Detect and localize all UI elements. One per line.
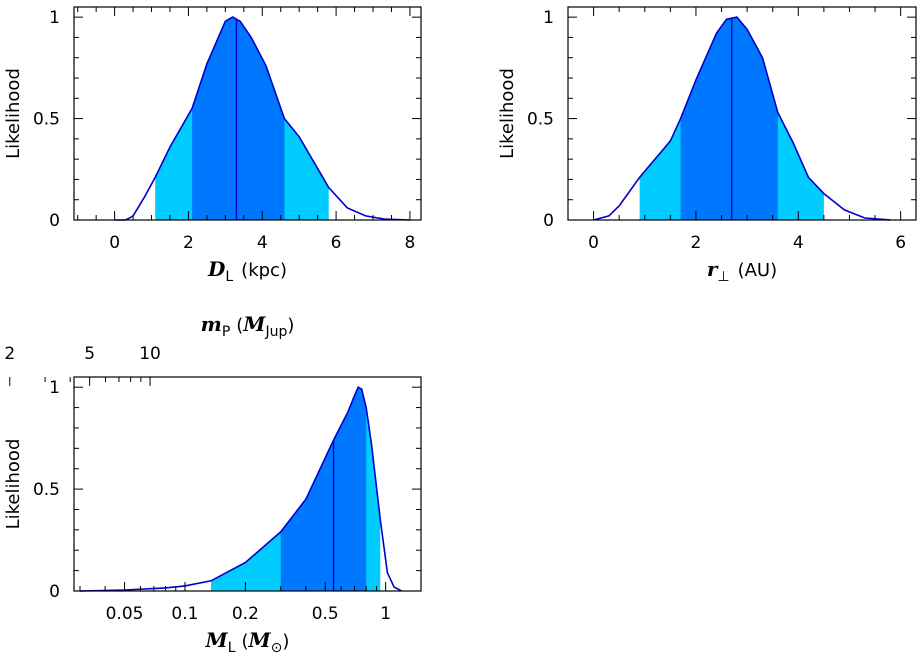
x-axis-paren: )	[282, 631, 289, 652]
x-axis-subscript: ⊥	[717, 269, 729, 285]
plot-frame	[73, 376, 422, 592]
top-axis-paren: )	[287, 315, 294, 336]
top-tick-label: 5	[84, 344, 95, 364]
y-tick-label: 0	[49, 582, 60, 602]
x-axis-label: DL (kpc)	[207, 257, 287, 285]
y-axis-label: Likelihood	[3, 439, 24, 530]
y-tick-label: 0.5	[33, 110, 60, 130]
top-axis-subscript: P	[222, 324, 230, 340]
plot-frame	[73, 6, 422, 221]
x-tick-label: 2	[691, 233, 702, 253]
x-tick-label: 1	[380, 604, 391, 624]
top-axis-symbol: m	[201, 312, 222, 336]
x-tick-label: 0.1	[171, 604, 198, 624]
likelihood-curve	[593, 16, 891, 221]
sigma1-band	[280, 387, 367, 591]
top-tick-label: 10	[139, 344, 161, 364]
x-tick-label: 0.5	[312, 604, 339, 624]
chart-1: 0 0.5 1 0 2 4 6 8 Likelihood DL (kpc)	[3, 6, 422, 285]
x-axis-unit: (AU)	[738, 260, 778, 281]
x-tick-label: 6	[895, 233, 906, 253]
sigma1-band	[192, 17, 285, 221]
x-tick-label: 0	[588, 233, 599, 253]
x-tick-label: 0.2	[232, 604, 259, 624]
x-axis-subscript: L	[228, 640, 236, 654]
y-tick-label: 1	[543, 8, 554, 28]
x-axis-symbol: M	[205, 628, 229, 652]
y-tick-label: 0	[49, 211, 60, 231]
x-axis-unit-subscript: ⊙	[271, 640, 283, 654]
x-axis-symbol: r	[707, 257, 719, 281]
x-tick-label: 2	[183, 233, 194, 253]
top-axis-unit-subscript: Jup	[264, 324, 287, 340]
x-tick-label: 4	[793, 233, 804, 253]
likelihood-curve	[114, 16, 410, 221]
x-axis-subscript: L	[225, 269, 233, 285]
plot-frame	[567, 6, 917, 221]
x-tick-label: 4	[257, 233, 268, 253]
y-tick-label: 0.5	[33, 480, 60, 500]
x-tick-label: 6	[331, 233, 342, 253]
x-axis-label: ML (M⊙)	[205, 628, 290, 654]
y-tick-label: 0	[543, 211, 554, 231]
y-tick-label: 1	[49, 8, 60, 28]
top-tick-label: 2	[4, 344, 15, 364]
x-axis-unit-symbol: M	[248, 628, 272, 652]
x-tick-label: 0.05	[106, 604, 144, 624]
chart-3: 00.510.512510mP(MJup)0.050.10.20.51Likel…	[3, 312, 422, 654]
sigma1-band	[680, 17, 778, 221]
y-tick-label: 0.5	[527, 110, 554, 130]
x-tick-label: 0	[109, 233, 120, 253]
top-axis-unit-symbol: M	[242, 312, 266, 336]
top-axis-paren: (	[236, 315, 243, 336]
x-axis-paren: (	[242, 631, 249, 652]
top-axis-title: mP (MJup)	[201, 312, 295, 340]
chart-2: 0 0.5 1 0 2 4 6 Likelihood r⊥ (AU)	[497, 6, 917, 285]
x-tick-label: 8	[405, 233, 416, 253]
x-axis-unit: (kpc)	[241, 260, 287, 281]
y-axis-label: Likelihood	[497, 68, 518, 159]
x-axis-label: r⊥ (AU)	[707, 257, 777, 285]
x-axis-symbol: D	[207, 257, 226, 281]
y-tick-label: 1	[49, 378, 60, 398]
y-axis-label: Likelihood	[3, 68, 24, 159]
